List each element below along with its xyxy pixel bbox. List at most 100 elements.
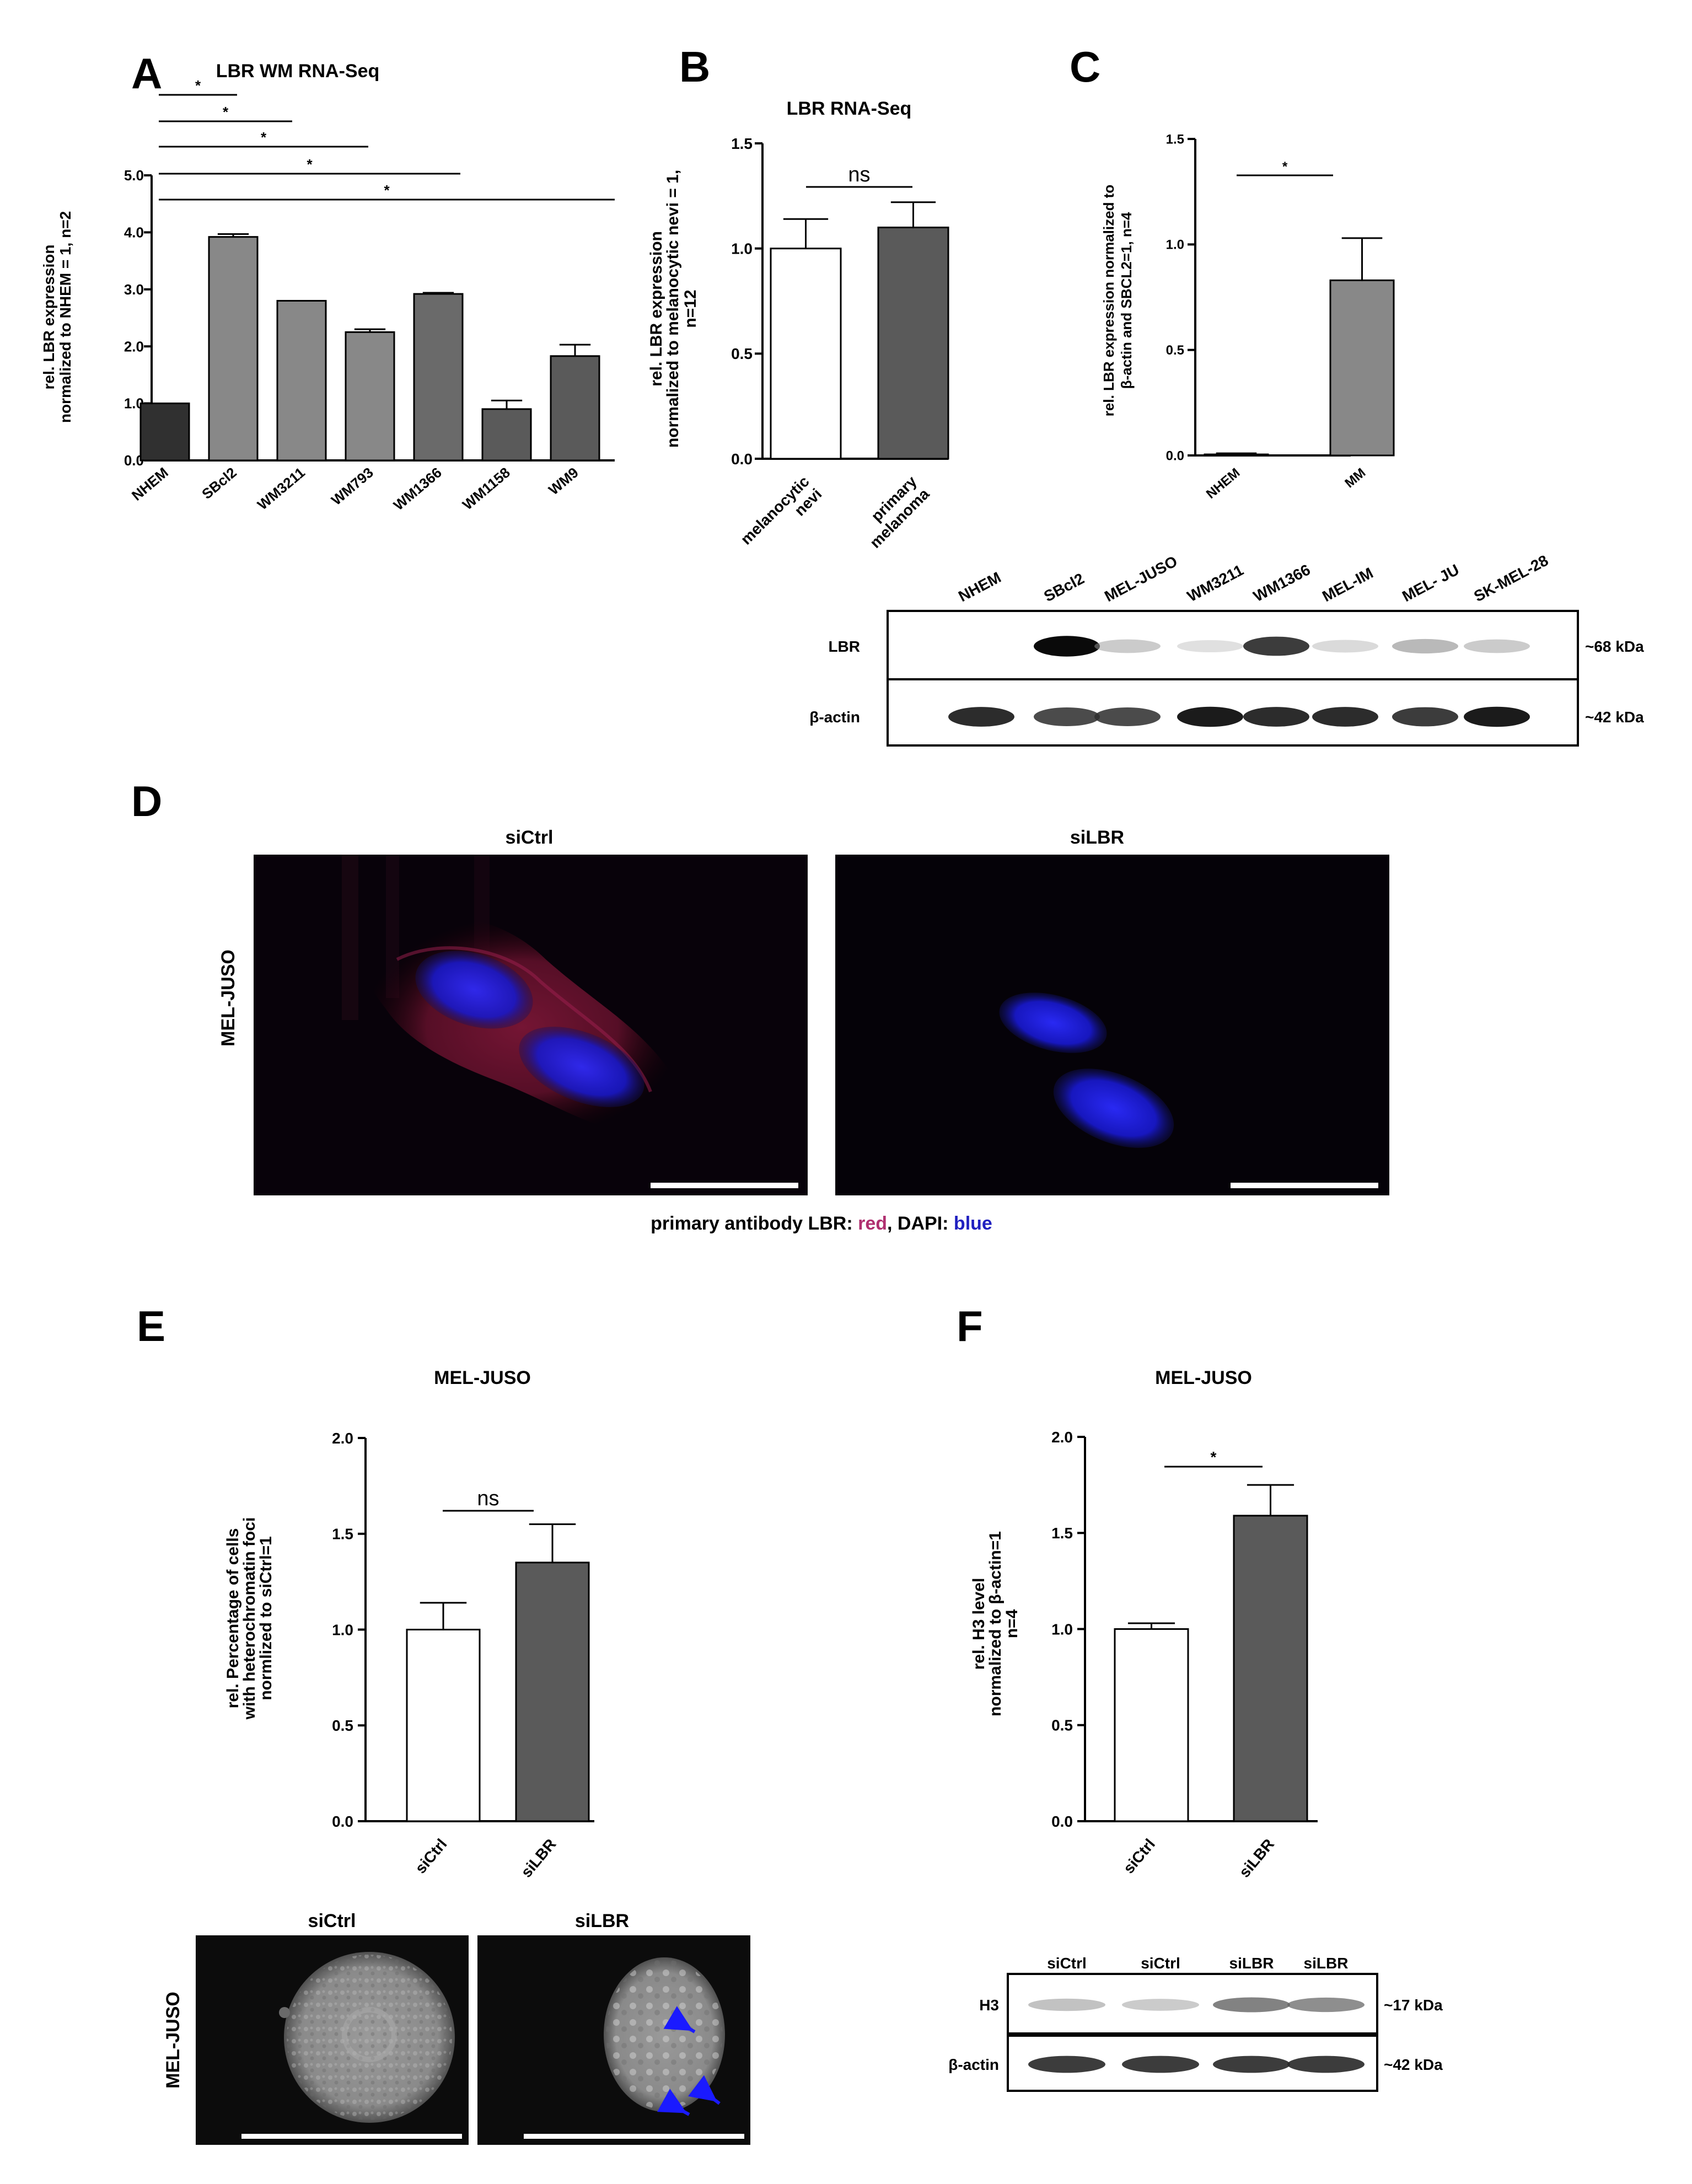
blot-lane-label: MEL-JUSO — [1102, 552, 1180, 605]
x-tick-label: NHEM — [1204, 465, 1243, 502]
blot-band — [1243, 636, 1309, 656]
y-tick-label: 1.5 — [731, 135, 753, 152]
significance-label: * — [195, 77, 201, 94]
y-axis-label: rel. Percentage of cells — [224, 1528, 242, 1709]
chart-e-title: MEL-JUSO — [434, 1367, 531, 1388]
y-axis-label: rel. LBR expression — [647, 231, 665, 387]
blot-band — [1213, 2056, 1290, 2073]
blot-lane-label: SBcl2 — [1041, 570, 1087, 605]
y-tick-label: 2.0 — [124, 338, 144, 355]
bar — [1329, 279, 1395, 457]
bar — [877, 227, 949, 460]
blot-row-label: LBR — [828, 638, 860, 655]
y-axis-label: with heterochromatin foci — [240, 1517, 259, 1720]
scale-bar — [241, 2134, 462, 2139]
x-tick-label: siCtrl — [1120, 1836, 1158, 1877]
y-tick-label: 2.0 — [332, 1430, 353, 1447]
y-tick-label: 0.5 — [731, 345, 753, 362]
y-tick-label: 5.0 — [124, 167, 144, 184]
nucleus-dapi — [415, 951, 533, 1029]
y-tick-label: 1.5 — [1051, 1525, 1073, 1542]
x-tick-label-line: MM — [1342, 465, 1368, 491]
significance-label: * — [307, 156, 313, 173]
e-image-silbr — [477, 1935, 750, 2145]
blot-band — [1392, 707, 1458, 727]
scale-bar — [651, 1183, 798, 1188]
y-tick-label: 0.0 — [1166, 448, 1184, 463]
panel-letter-f: F — [957, 1302, 983, 1350]
nucleus-dapi — [519, 1027, 644, 1107]
bar — [515, 1561, 590, 1822]
blot-size-label: ~42 kDa — [1384, 2056, 1443, 2073]
x-tick-label: WM9 — [545, 464, 582, 498]
blot-band — [1312, 640, 1378, 653]
d-image-silbr — [835, 855, 1389, 1195]
panel-letter-c: C — [1070, 42, 1100, 91]
chart-c: 0.0 0.5 1.0 1.5 rel. LBR expression normaliz… — [1100, 132, 1395, 502]
y-tick-label: 1.5 — [1166, 132, 1184, 147]
x-tick-label-line: SBcl2 — [198, 464, 240, 502]
panel-letter-e: E — [137, 1302, 165, 1350]
panel-letter-a: A — [131, 49, 162, 98]
blot-band — [1028, 1998, 1105, 2011]
y-axis-label: β-actin and SBCL2=1, n=4 — [1118, 212, 1135, 389]
bar — [770, 248, 842, 460]
d-col-silbr-label: siLBR — [1070, 827, 1124, 848]
e-img-col-silbr: siLBR — [575, 1911, 629, 1931]
blot-row-label: β-actin — [948, 2056, 999, 2073]
blot-band — [1122, 2056, 1199, 2073]
y-axis-label: normalized to NHEM = 1, n=2 — [57, 211, 74, 423]
legend-red: red — [858, 1213, 887, 1234]
panel-letter-b: B — [679, 42, 710, 91]
d-image-sictrl — [254, 855, 808, 1195]
x-tick-label: primarymelanoma — [854, 473, 933, 551]
d-stain-legend: primary antibody LBR: red, DAPI: blue — [651, 1213, 992, 1234]
legend-prefix: primary antibody LBR: — [651, 1213, 858, 1234]
x-tick-label-line: siCtrl — [412, 1836, 450, 1877]
x-tick-label-line: WM1158 — [459, 464, 513, 513]
x-tick-label: WM3211 — [254, 464, 308, 513]
blot-lane-label: MEL-IM — [1319, 564, 1376, 605]
x-tick-label: SBcl2 — [198, 464, 240, 502]
x-tick-label: WM1366 — [390, 464, 445, 514]
x-tick-label-line: WM1366 — [390, 464, 445, 514]
blot-lane-label: siCtrl — [1141, 1955, 1180, 1972]
significance-label: * — [384, 182, 390, 198]
blot-lane-label: WM3211 — [1184, 561, 1246, 605]
nucleus-dapi — [1053, 1069, 1174, 1148]
heterochromatin-arrow — [657, 2089, 690, 2116]
blot-band — [1034, 707, 1100, 726]
y-tick-label: 2.0 — [1051, 1429, 1073, 1446]
x-tick-label-line: WM3211 — [254, 464, 308, 513]
western-blot-f: siCtrl siCtrl siLBR siLBR H3 ~17 kDa β-actin ~4… — [948, 1955, 1443, 2092]
d-row-label: MEL-JUSO — [218, 949, 239, 1047]
y-tick-label: 0.5 — [332, 1717, 353, 1734]
y-axis-label: rel. LBR expression normalized to — [1100, 185, 1117, 416]
significance-label: * — [261, 129, 267, 146]
x-tick-label: MM — [1342, 465, 1368, 491]
blot-band — [1094, 707, 1161, 726]
x-tick-label-line: siLBR — [518, 1836, 560, 1881]
y-tick-label: 3.0 — [124, 281, 144, 298]
bar — [1233, 1515, 1308, 1822]
blot-band — [1312, 707, 1378, 727]
blot-band — [1177, 640, 1243, 653]
blot-lane-label: WM1366 — [1250, 561, 1313, 605]
significance-label: * — [223, 104, 229, 120]
x-tick-label-line: NHEM — [1204, 465, 1243, 502]
blot-lane-label: MEL- JU — [1399, 561, 1462, 605]
y-tick-label: 1.0 — [1166, 238, 1184, 253]
significance-label: * — [1282, 159, 1288, 174]
x-tick-label: melanocyticnevi — [737, 473, 825, 560]
y-axis-label: rel. H3 level — [970, 1578, 988, 1670]
scale-bar — [1231, 1183, 1378, 1188]
significance-label: ns — [477, 1487, 499, 1510]
y-tick-label: 1.0 — [731, 240, 753, 257]
bar — [139, 403, 190, 462]
bar — [406, 1629, 481, 1822]
bar — [1204, 453, 1269, 457]
blot-band — [1213, 1997, 1290, 2013]
y-axis-label: n=12 — [681, 289, 700, 328]
bar — [550, 355, 600, 462]
y-axis-label: rel. LBR expression — [40, 245, 57, 390]
